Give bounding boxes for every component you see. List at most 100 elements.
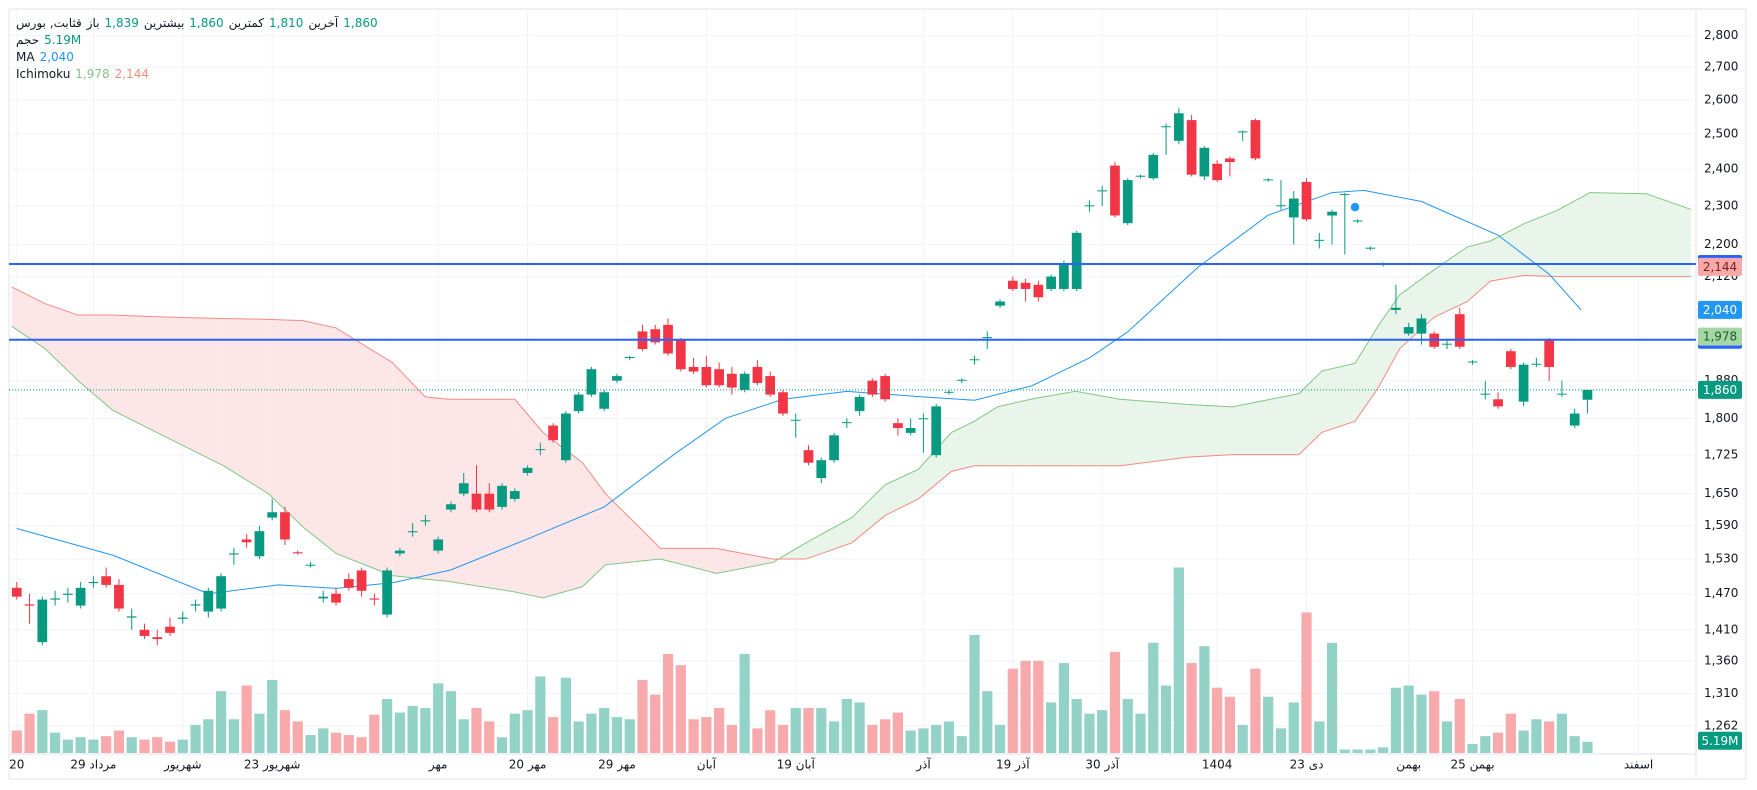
x-tick-label: بهمن [1396, 758, 1421, 773]
candle-body [1454, 314, 1465, 347]
candle-body [356, 570, 367, 591]
candle-body [1569, 413, 1580, 426]
volume-bar [1007, 668, 1018, 753]
candle-body [1518, 364, 1529, 402]
volume-bar [420, 708, 431, 753]
candle-body [497, 485, 507, 507]
volume-bar [650, 694, 661, 753]
volume-bar [369, 714, 380, 753]
volume-bar [765, 710, 776, 753]
candle-body [599, 392, 610, 409]
cloud-fill [974, 406, 998, 466]
x-tick-label: مهر [428, 758, 448, 773]
candle-body [75, 587, 86, 606]
candle-body [1493, 399, 1503, 407]
cloud-fill [1590, 192, 1647, 277]
volume-bar [1263, 696, 1274, 753]
volume-bar [1097, 710, 1108, 753]
candle-body [1161, 126, 1171, 128]
candle-body [1097, 190, 1108, 192]
x-tick-label: 25 بهمن [1451, 758, 1495, 773]
x-tick-label: 20 [9, 758, 24, 772]
x-tick-label: شهریور [163, 758, 202, 773]
cloud-fill [918, 432, 952, 499]
volume-bar [75, 737, 86, 753]
candle-body [714, 369, 724, 386]
candle-body [816, 460, 827, 479]
candle-body [1033, 284, 1044, 298]
volume-bar [624, 719, 635, 753]
volume-bar [484, 721, 495, 753]
candle-body [995, 301, 1005, 306]
candle-body [1225, 158, 1235, 163]
cloud-fill [1378, 294, 1400, 389]
volume-bar [1135, 713, 1146, 753]
volume-bar [1365, 749, 1376, 753]
price-label: 2,144 [1703, 260, 1737, 274]
x-tick-label: آذر [915, 757, 931, 773]
candle-body [1237, 131, 1248, 133]
volume-bar [1467, 743, 1478, 753]
volume-bar [994, 724, 1006, 753]
candle-body [854, 396, 865, 412]
volume-value: 5.19M [44, 33, 82, 47]
candle-body [1173, 113, 1184, 141]
cloud-fill [302, 320, 337, 554]
volume-bar [956, 736, 967, 753]
volume-bar [1212, 687, 1223, 753]
volume-name: حجم [16, 33, 40, 47]
volume-bar [37, 710, 48, 753]
field-value: 1,860 [343, 16, 378, 30]
cloud-line [11, 274, 1691, 560]
candle-body [1531, 363, 1542, 365]
candle-body [701, 366, 712, 386]
volume-bar [637, 679, 648, 753]
x-tick-label: 1404 [1202, 758, 1233, 772]
volume-bar [292, 721, 303, 753]
candle-body [1327, 211, 1337, 216]
candle-body [688, 366, 699, 372]
x-tick-label: 23 شهریور [244, 758, 301, 773]
cloud-fill [660, 548, 717, 574]
legend-row: MA 2,040 [16, 49, 378, 66]
cloud-fill [997, 399, 1031, 466]
volume-bar [560, 677, 571, 753]
legend-row: Ichimoku 1,978 2,144 [16, 66, 378, 83]
volume-bar [1033, 660, 1044, 753]
field-value: 1,810 [269, 16, 304, 30]
candle-body [1582, 389, 1593, 400]
volume-bar [356, 737, 367, 753]
volume-bar [522, 710, 533, 753]
volume-bar [458, 719, 469, 753]
volume-bar [433, 683, 444, 753]
volume-bar [24, 713, 35, 753]
cloud-fill [167, 317, 224, 466]
volume-bar [1441, 721, 1453, 753]
legend: قثابت, بورس باز 1,839 بیشترین 1,860 کمترین… [16, 15, 378, 83]
candle-body [1403, 327, 1414, 334]
volume-bar [1352, 749, 1363, 753]
candle-body [267, 512, 278, 518]
candle-body [241, 539, 252, 543]
volume-bar [254, 713, 265, 753]
candle-body [395, 550, 405, 554]
volume-bar [1326, 642, 1338, 753]
volume-bar [1186, 663, 1197, 753]
candle-body [1007, 280, 1018, 289]
candle-body [841, 422, 852, 424]
candle-body [24, 604, 35, 606]
cloud-line [11, 192, 1692, 599]
cloud-fill [1556, 192, 1591, 277]
volume-bar [1173, 567, 1184, 753]
volume-bar [164, 741, 176, 753]
volume-bar [1020, 660, 1031, 753]
candle-body [114, 584, 124, 609]
volume-bar [943, 721, 955, 753]
candle-body [1480, 393, 1491, 395]
y-tick-label: 1,650 [1704, 486, 1738, 500]
volume-bar [854, 702, 865, 753]
candle-body [1276, 205, 1286, 207]
x-tick-label: 29 مرداد [70, 758, 116, 773]
candle-body [1557, 393, 1567, 395]
candle-body [203, 590, 214, 612]
